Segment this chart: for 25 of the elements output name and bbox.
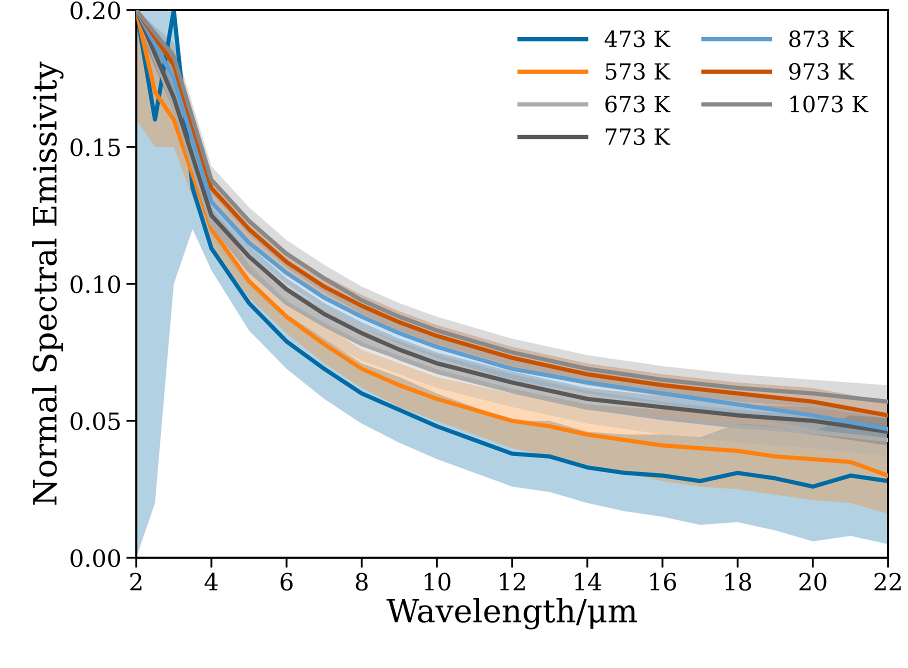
x-tick-label: 4 bbox=[204, 572, 218, 590]
x-tick-label: 6 bbox=[280, 572, 293, 591]
legend-label: 1073 K bbox=[790, 96, 868, 112]
legend-label: 673 K bbox=[605, 96, 670, 112]
x-tick-label: 22 bbox=[874, 572, 901, 590]
legend-label: 473 K bbox=[604, 30, 670, 48]
x-tick-label: 10 bbox=[424, 572, 450, 591]
legend-label: 573 K bbox=[606, 63, 670, 80]
y-tick-label: 0.00 bbox=[70, 549, 120, 568]
legend-label: 973 K bbox=[789, 63, 854, 80]
y-tick-label: 0.05 bbox=[70, 412, 120, 430]
y-axis-title: Normal Spectral Emissivity bbox=[32, 62, 64, 505]
x-tick-label: 16 bbox=[650, 572, 676, 591]
x-tick-label: 18 bbox=[726, 572, 752, 591]
legend-label: 773 K bbox=[606, 128, 670, 146]
y-tick-label: 0.20 bbox=[70, 1, 120, 20]
x-tick-label: 20 bbox=[799, 572, 826, 591]
x-tick-label: 2 bbox=[130, 572, 142, 590]
x-tick-label: 14 bbox=[575, 572, 602, 590]
x-tick-label: 8 bbox=[356, 572, 368, 591]
legend-label: 873 K bbox=[789, 30, 854, 48]
x-axis-title: Wavelength/μm bbox=[386, 598, 637, 630]
y-tick-label: 0.10 bbox=[70, 275, 120, 294]
y-tick-label: 0.15 bbox=[70, 138, 120, 156]
x-tick-label: 12 bbox=[500, 572, 525, 590]
